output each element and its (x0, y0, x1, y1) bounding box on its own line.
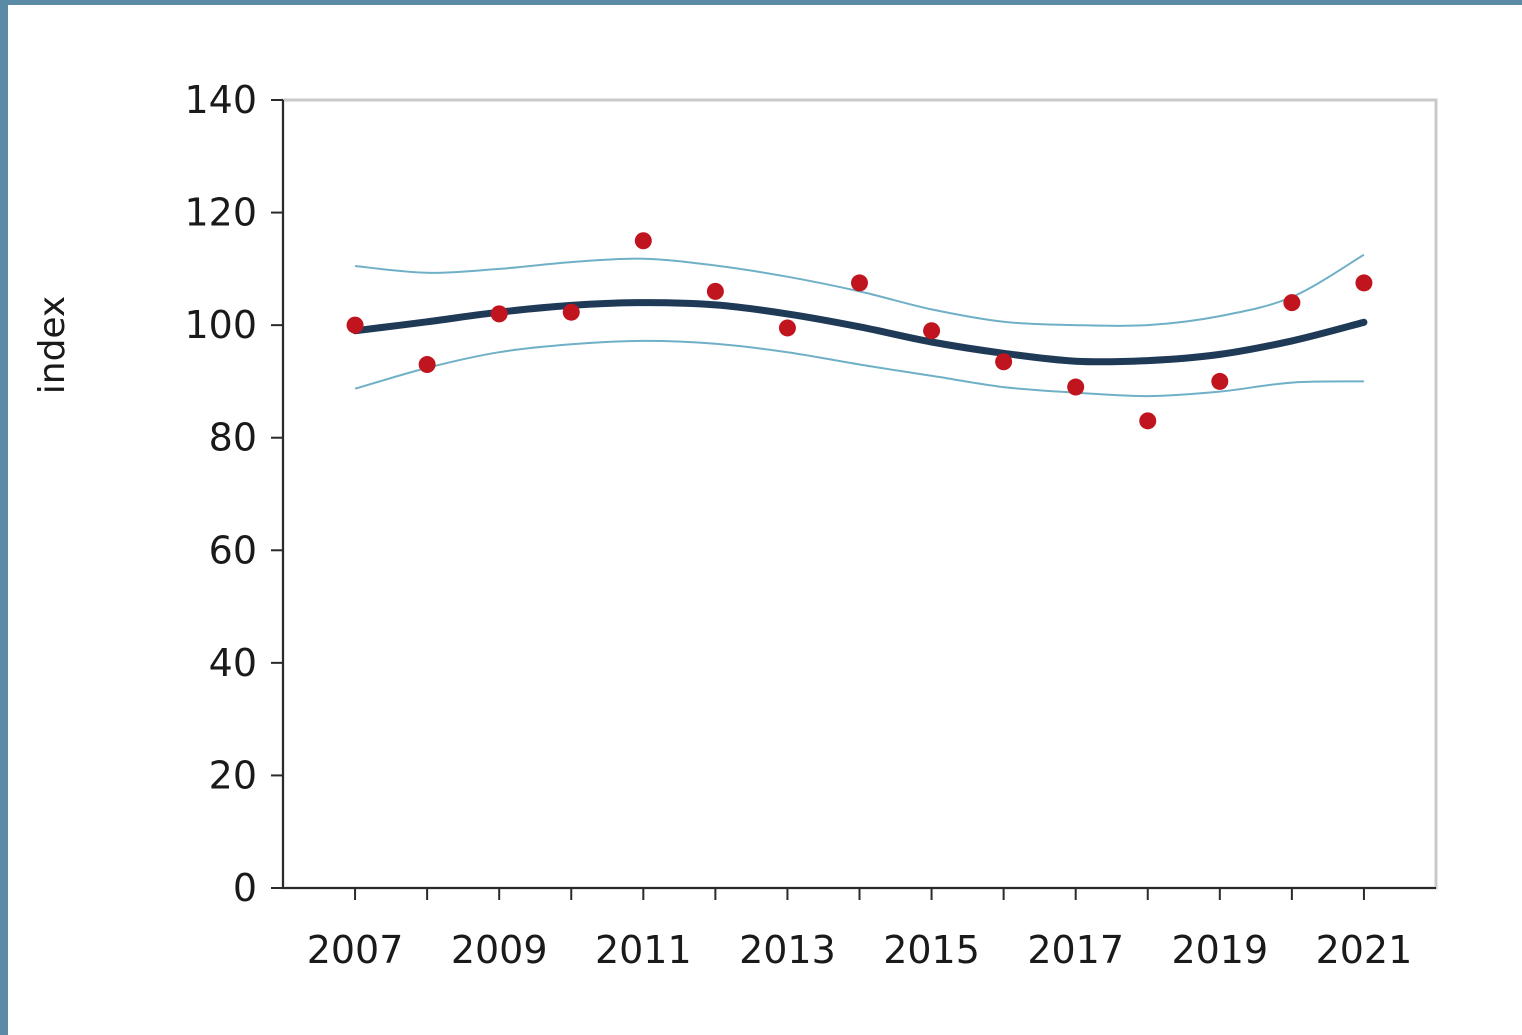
data-point (1355, 274, 1373, 292)
y-tick-label: 100 (184, 303, 257, 347)
data-point (634, 232, 652, 250)
data-point (1211, 372, 1229, 390)
x-tick-label: 2011 (595, 928, 692, 972)
data-point (562, 303, 580, 321)
chart: index 2007 2009 2011 2013 2015 2017 2019 2021 0… (32, 78, 1438, 972)
x-tick-label: 2021 (1316, 928, 1413, 972)
lower-band-line (354, 339, 1364, 398)
data-point (778, 319, 796, 337)
y-tick-label: 140 (184, 78, 257, 122)
x-tick-label: 2007 (307, 928, 404, 972)
data-point (490, 305, 508, 323)
y-tick-label: 20 (209, 753, 257, 797)
data-point (1139, 412, 1157, 430)
x-tick-label: 2017 (1027, 928, 1124, 972)
data-point (995, 353, 1013, 371)
y-axis-title: index (32, 296, 73, 395)
x-tick-label: 2009 (451, 928, 548, 972)
x-tick-label: 2013 (739, 928, 836, 972)
data-point (923, 322, 941, 340)
x-tick-label: 2015 (883, 928, 980, 972)
x-tick-label: 2019 (1171, 928, 1268, 972)
plot-area (281, 98, 1438, 890)
data-point (346, 316, 364, 334)
data-point (1067, 378, 1085, 396)
y-tick-label: 0 (233, 866, 257, 910)
chart-panel: index 2007 2009 2011 2013 2015 2017 2019 2021 0… (8, 5, 1522, 1035)
y-tick-label: 40 (209, 641, 257, 685)
trend-line (351, 299, 1368, 366)
y-tick-label: 80 (209, 416, 257, 460)
data-point (851, 274, 868, 292)
data-point (418, 356, 436, 374)
y-tick-label: 120 (184, 191, 257, 235)
y-tick-label: 60 (209, 528, 257, 572)
data-point (706, 282, 724, 300)
data-point (1283, 294, 1301, 312)
